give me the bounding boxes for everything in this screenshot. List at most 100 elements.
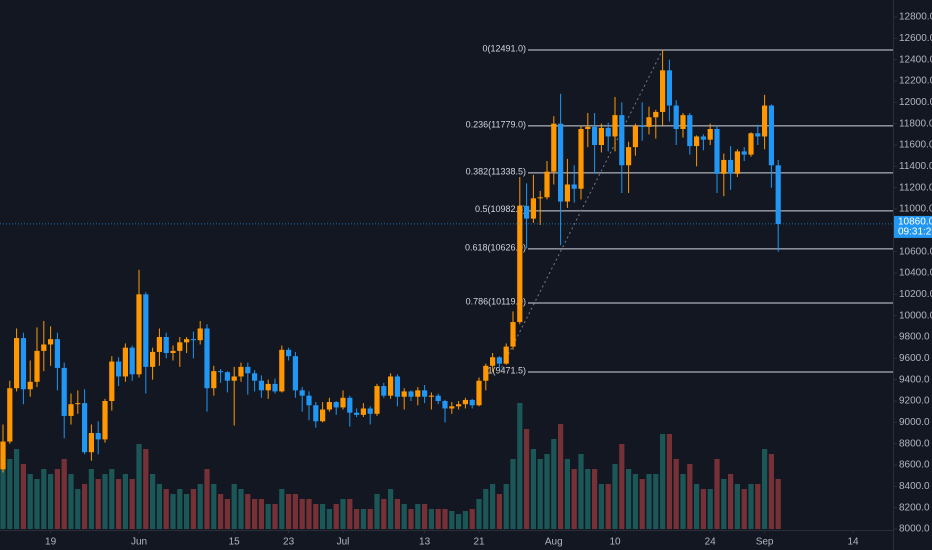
- candle-body: [571, 184, 577, 189]
- volume-bar: [279, 489, 285, 529]
- volume-bar: [0, 454, 6, 529]
- volume-bar: [272, 504, 278, 529]
- volume-bar: [102, 474, 108, 529]
- volume-bar: [632, 474, 638, 529]
- volume-bar: [374, 494, 380, 529]
- y-tick-label: 12400.0: [899, 54, 932, 65]
- candle-body: [592, 126, 598, 145]
- volume-pane: [0, 403, 781, 529]
- y-tick-label: 9400.0: [899, 374, 930, 385]
- candle-body: [401, 391, 407, 397]
- candle-body: [510, 322, 516, 347]
- volume-bar: [401, 504, 407, 529]
- candle-body: [544, 171, 550, 198]
- volume-bar: [150, 474, 156, 529]
- x-tick-label: Aug: [545, 537, 563, 548]
- volume-bar: [592, 469, 598, 529]
- volume-bar: [707, 489, 713, 529]
- volume-bar: [143, 449, 149, 529]
- volume-bar: [462, 511, 468, 529]
- candle-body: [435, 395, 441, 401]
- volume-bar: [510, 459, 516, 529]
- volume-bar: [48, 474, 54, 529]
- x-tick-label: 14: [847, 537, 859, 548]
- candle-body: [367, 408, 373, 414]
- candle-body: [394, 376, 400, 397]
- candle-body: [48, 339, 54, 345]
- volume-bar: [728, 474, 734, 529]
- candle-body: [75, 403, 81, 405]
- y-tick-label: 10600.0: [899, 246, 932, 257]
- volume-bar: [598, 484, 604, 529]
- candle-body: [660, 70, 666, 112]
- candle-body: [204, 328, 210, 389]
- y-tick-label: 8400.0: [899, 481, 930, 492]
- volume-bar: [626, 469, 632, 529]
- volume-bar: [415, 504, 421, 529]
- candle-body: [673, 105, 679, 129]
- volume-bar: [687, 464, 693, 529]
- volume-bar: [177, 489, 183, 529]
- fib-label: 0.786(10119.0): [466, 296, 526, 306]
- volume-bar: [252, 499, 258, 529]
- fib-label: 0(12491.0): [482, 43, 526, 53]
- candle-body: [354, 412, 360, 415]
- fib-label: 0.382(11338.5): [466, 166, 526, 176]
- volume-bar: [211, 484, 217, 529]
- candle-body: [632, 125, 638, 148]
- volume-bar: [660, 434, 666, 529]
- candle-body: [333, 402, 339, 408]
- candle-body: [734, 151, 740, 174]
- candle-body: [469, 399, 475, 406]
- candle-body: [524, 205, 530, 219]
- volume-bar: [109, 469, 115, 529]
- volume-bar: [666, 434, 672, 529]
- candle-body: [279, 349, 285, 392]
- volume-bar: [184, 494, 190, 529]
- candle-body: [721, 159, 727, 174]
- volume-bar: [585, 469, 591, 529]
- candle-body: [714, 129, 720, 174]
- volume-bar: [762, 449, 768, 529]
- volume-bar: [333, 504, 339, 529]
- y-tick-label: 8800.0: [899, 438, 930, 449]
- y-tick-label: 9000.0: [899, 417, 930, 428]
- candle-body: [646, 117, 652, 127]
- volume-bar: [646, 474, 652, 529]
- axes: 8000.0 8200.0 8400.0 8600.0 8800.0 9000.0 9200…: [0, 12, 932, 548]
- volume-bar: [54, 469, 60, 529]
- candle-body: [177, 342, 183, 351]
- candle-body: [762, 105, 768, 137]
- candle-body: [27, 381, 33, 390]
- volume-bar: [354, 509, 360, 529]
- volume-bar: [496, 494, 502, 529]
- candle-body: [163, 337, 169, 353]
- candle-body: [422, 390, 428, 397]
- volume-bar: [558, 424, 564, 529]
- volume-bar: [517, 403, 523, 529]
- candle-body: [258, 380, 264, 391]
- candle-body: [170, 350, 176, 353]
- candle-body: [218, 371, 224, 373]
- candle-body: [292, 356, 298, 391]
- candle-body: [286, 349, 292, 357]
- x-tick-label: 23: [283, 537, 295, 548]
- y-tick-label: 10400.0: [899, 268, 932, 279]
- volume-bar: [82, 484, 88, 529]
- candle-body: [224, 372, 230, 381]
- candle-body: [687, 115, 693, 147]
- candle-body: [88, 433, 94, 453]
- volume-bar: [428, 509, 434, 529]
- x-tick-label: 19: [45, 537, 57, 548]
- candle-body: [272, 383, 278, 392]
- volume-bar: [286, 494, 292, 529]
- volume-bar: [544, 454, 550, 529]
- volume-bar: [238, 489, 244, 529]
- candle-body: [340, 397, 346, 408]
- volume-bar: [129, 479, 135, 529]
- volume-bar: [422, 504, 428, 529]
- candle-body: [360, 408, 366, 415]
- candle-body: [238, 366, 244, 377]
